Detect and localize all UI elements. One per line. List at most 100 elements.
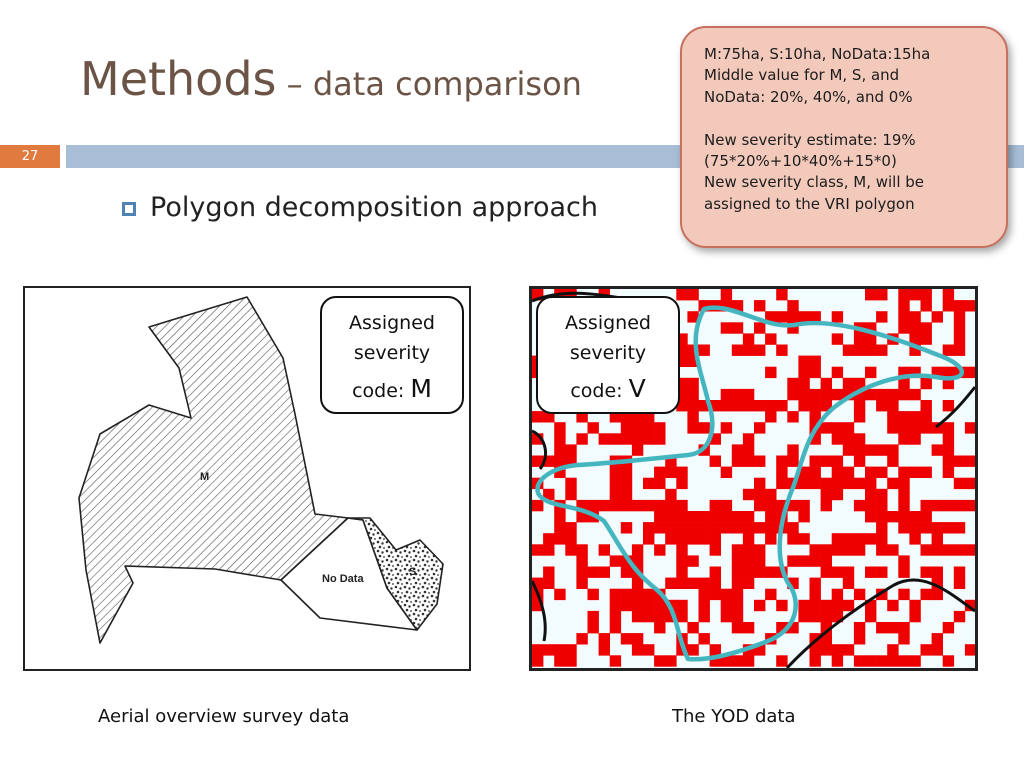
disturbed-pixel xyxy=(820,488,832,501)
disturbed-pixel xyxy=(620,488,633,501)
disturbed-pixel xyxy=(920,289,932,301)
disturbed-pixel xyxy=(842,644,855,656)
disturbed-pixel xyxy=(898,422,910,434)
disturbed-pixel xyxy=(565,544,577,556)
disturbed-pixel xyxy=(576,555,588,567)
disturbed-pixel xyxy=(765,333,777,345)
disturbed-pixel xyxy=(765,566,777,578)
disturbed-pixel xyxy=(676,466,688,478)
disturbed-pixel xyxy=(787,322,799,334)
disturbed-pixel xyxy=(742,333,755,345)
disturbed-pixel xyxy=(676,333,688,345)
disturbed-pixel xyxy=(831,433,844,445)
code-box-line: severity xyxy=(353,342,431,365)
disturbed-pixel xyxy=(532,544,544,556)
disturbed-pixel xyxy=(898,300,910,312)
disturbed-pixel xyxy=(865,533,877,545)
callout-line: Middle value for M, S, and xyxy=(704,66,900,85)
disturbed-pixel xyxy=(820,544,832,556)
disturbed-pixel xyxy=(720,655,733,667)
disturbed-pixel xyxy=(543,488,555,501)
disturbed-pixel xyxy=(953,300,966,312)
code-box-code-line: code: V xyxy=(538,369,678,409)
disturbed-pixel xyxy=(865,511,877,523)
disturbed-pixel xyxy=(909,433,921,445)
disturbed-pixel xyxy=(953,566,966,578)
disturbed-pixel xyxy=(731,322,744,334)
callout-line: New severity class, M, will be xyxy=(704,173,925,192)
disturbed-pixel xyxy=(964,499,975,512)
disturbed-pixel xyxy=(820,400,832,412)
disturbed-pixel xyxy=(742,544,755,556)
disturbed-pixel xyxy=(765,366,777,379)
disturbed-pixel xyxy=(565,533,577,545)
disturbed-pixel xyxy=(798,610,810,623)
disturbed-pixel xyxy=(809,633,821,645)
disturbed-pixel xyxy=(920,466,932,478)
disturbed-pixel xyxy=(931,577,943,589)
disturbed-pixel xyxy=(865,466,877,478)
map-label-no-data: No Data xyxy=(322,573,364,585)
disturbed-pixel xyxy=(654,655,666,667)
code-label: code: xyxy=(352,379,411,402)
disturbed-pixel xyxy=(687,577,699,589)
aerial-survey-map: M No Data S xyxy=(23,286,471,671)
disturbed-pixel xyxy=(953,477,966,490)
disturbed-pixel xyxy=(931,422,943,434)
disturbed-pixel xyxy=(609,466,622,478)
disturbed-pixel xyxy=(853,400,866,412)
disturbed-pixel xyxy=(820,388,832,401)
disturbed-pixel xyxy=(731,300,744,312)
disturbed-pixel xyxy=(698,300,710,312)
disturbed-pixel xyxy=(631,610,644,623)
disturbed-pixel xyxy=(665,655,677,667)
vri-polygon-outline xyxy=(535,305,964,662)
disturbed-pixel xyxy=(776,311,788,323)
disturbed-pixel xyxy=(920,566,932,578)
square-bullet-icon xyxy=(122,201,136,216)
disturbed-pixel xyxy=(709,655,721,667)
disturbed-pixel xyxy=(643,610,655,623)
disturbed-pixel xyxy=(942,289,955,301)
disturbed-pixel xyxy=(876,588,888,601)
disturbed-pixel xyxy=(598,544,610,556)
disturbed-pixel xyxy=(842,444,855,456)
disturbed-pixel xyxy=(687,644,699,656)
disturbed-pixel xyxy=(543,544,555,556)
disturbed-pixel xyxy=(698,422,710,434)
disturbed-pixel xyxy=(820,599,832,612)
disturbed-pixel xyxy=(609,477,622,490)
disturbed-pixel xyxy=(754,599,766,612)
disturbed-pixel xyxy=(731,511,744,523)
disturbed-pixel xyxy=(898,466,910,478)
callout-line: New severity estimate: 19% xyxy=(704,130,916,149)
disturbed-pixel xyxy=(820,622,832,634)
disturbed-pixel xyxy=(787,444,799,456)
disturbed-pixel xyxy=(953,333,966,345)
disturbed-pixel xyxy=(898,322,910,334)
disturbed-pixel xyxy=(820,566,832,578)
disturbed-pixel xyxy=(731,444,744,456)
disturbed-pixel xyxy=(676,388,688,401)
disturbed-pixel xyxy=(609,655,622,667)
disturbed-pixel xyxy=(787,533,799,545)
disturbed-pixel xyxy=(820,455,832,467)
disturbed-pixel xyxy=(909,655,921,667)
disturbed-pixel xyxy=(953,499,966,512)
disturbed-pixel xyxy=(654,433,666,445)
disturbed-pixel xyxy=(920,522,932,534)
disturbed-pixel xyxy=(754,322,766,334)
disturbed-pixel xyxy=(609,411,622,423)
disturbed-pixel xyxy=(598,566,610,578)
disturbed-pixel xyxy=(831,655,844,667)
disturbed-pixel xyxy=(565,655,577,667)
disturbed-pixel xyxy=(698,400,710,412)
disturbed-pixel xyxy=(920,333,932,345)
disturbed-pixel xyxy=(876,289,888,301)
disturbed-pixel xyxy=(865,333,877,345)
disturbed-pixel xyxy=(920,588,932,601)
disturbed-pixel xyxy=(776,466,788,478)
disturbed-pixel xyxy=(876,533,888,545)
disturbed-pixel xyxy=(676,577,688,589)
disturbed-pixel xyxy=(687,311,699,323)
